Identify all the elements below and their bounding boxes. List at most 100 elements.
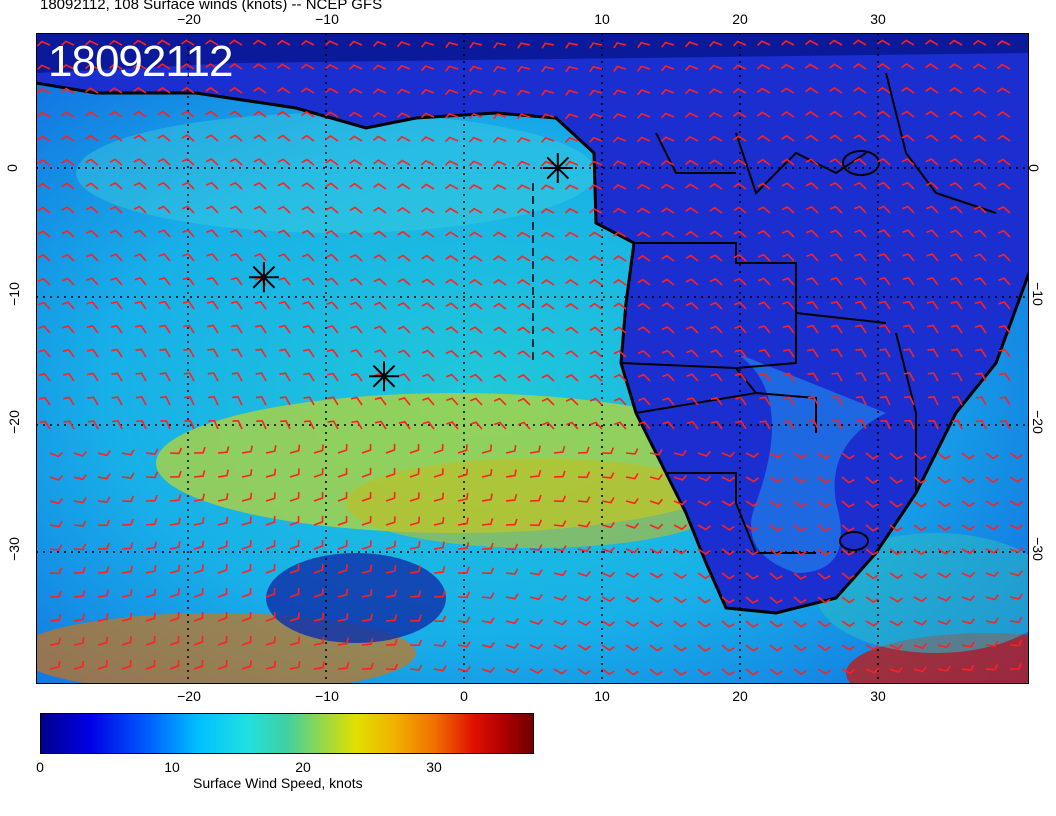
wind-barb (255, 348, 267, 358)
wind-barb (660, 112, 675, 119)
wind-barb (625, 547, 640, 554)
wind-barb (38, 325, 51, 334)
wind-barb (409, 639, 423, 647)
date-stamp: 18092112 (48, 37, 233, 86)
wind-barb (361, 564, 373, 574)
wind-barb (181, 110, 195, 118)
wind-barb (145, 659, 156, 670)
wind-barb (49, 660, 61, 670)
wind-barb (313, 661, 325, 670)
wind-barb (217, 660, 228, 670)
wind-barb (889, 524, 903, 532)
wind-barb (673, 449, 687, 457)
wind-barb (396, 159, 411, 166)
wind-barb (854, 276, 867, 286)
wind-barb (853, 158, 867, 166)
wind-barb (577, 446, 590, 454)
wind-barb (745, 524, 759, 532)
wind-barb (769, 620, 783, 628)
wind-barb (793, 668, 807, 676)
wind-barb (745, 572, 759, 580)
wind-barb (889, 643, 904, 650)
wind-barb (855, 324, 867, 334)
wind-barb (481, 666, 496, 673)
wind-barb (998, 277, 1011, 286)
colorbar-tick: 10 (164, 759, 180, 775)
wind-barb (49, 590, 62, 598)
wind-barb (325, 135, 339, 142)
wind-barb (433, 665, 447, 672)
wind-barb (937, 642, 951, 649)
wind-barb (997, 182, 1011, 190)
wind-barb (256, 419, 267, 430)
wind-barb (661, 183, 675, 190)
wind-barb (975, 372, 987, 382)
wind-barb (805, 63, 819, 70)
wind-barb (540, 208, 555, 214)
wind-barb (832, 419, 843, 430)
wind-barb (769, 548, 783, 556)
wind-barb (397, 183, 411, 190)
wind-barb (61, 158, 75, 166)
wind-barb (697, 548, 711, 555)
wind-barb (829, 110, 843, 118)
wind-barb (385, 540, 397, 550)
wind-barb (516, 160, 531, 167)
wind-barb (301, 134, 315, 142)
wind-barb (613, 65, 627, 72)
wind-barb (927, 372, 939, 382)
wind-barb (817, 596, 831, 604)
wind-barb (433, 444, 444, 454)
wind-barb (481, 592, 495, 599)
wind-barb (913, 476, 927, 484)
wind-barb (253, 110, 267, 118)
wind-barb (806, 324, 819, 334)
wind-barb (73, 660, 85, 670)
wind-barb (62, 325, 75, 334)
wind-barb (878, 276, 891, 286)
wind-barb (169, 447, 183, 455)
wind-barb (325, 182, 339, 190)
wind-barb (349, 230, 363, 238)
wind-barb (361, 540, 372, 550)
wind-barb (505, 493, 518, 502)
wind-barb (949, 63, 963, 70)
wind-barb (697, 450, 712, 457)
wind-barb (348, 64, 363, 70)
wind-barb (759, 420, 771, 430)
wind-barb (49, 637, 61, 646)
lon-tick-top: 20 (732, 11, 748, 27)
wind-barb (853, 86, 867, 94)
wind-barb (232, 396, 243, 406)
wind-barb (721, 644, 735, 652)
wind-barb (1009, 524, 1024, 530)
wind-barb (493, 136, 507, 143)
wind-barb (566, 421, 579, 430)
wind-barb (229, 205, 243, 214)
wind-barb (612, 113, 627, 120)
wind-barb (589, 350, 603, 358)
wind-barb (903, 324, 915, 334)
wind-barb (229, 110, 243, 118)
lat-tick: −20 (5, 410, 22, 434)
wind-barb (85, 253, 99, 262)
wind-barb (925, 158, 939, 166)
wind-barb (721, 451, 736, 458)
wind-barb (937, 500, 951, 508)
wind-barb (85, 182, 99, 190)
wind-barb (783, 396, 795, 406)
wind-barb (409, 492, 420, 502)
wind-barb (208, 419, 219, 430)
wind-barb (925, 86, 939, 94)
wind-barb (565, 255, 579, 262)
wind-barb (997, 206, 1011, 214)
lat-tick-right: −30 (1029, 537, 1046, 561)
wind-barb (85, 111, 99, 118)
wind-barb (63, 420, 75, 430)
wind-barb (111, 348, 123, 358)
wind-barb (974, 277, 987, 286)
wind-barb (97, 636, 109, 646)
wind-barb (793, 572, 807, 580)
wind-barb (421, 325, 435, 334)
wind-barb (805, 158, 819, 166)
